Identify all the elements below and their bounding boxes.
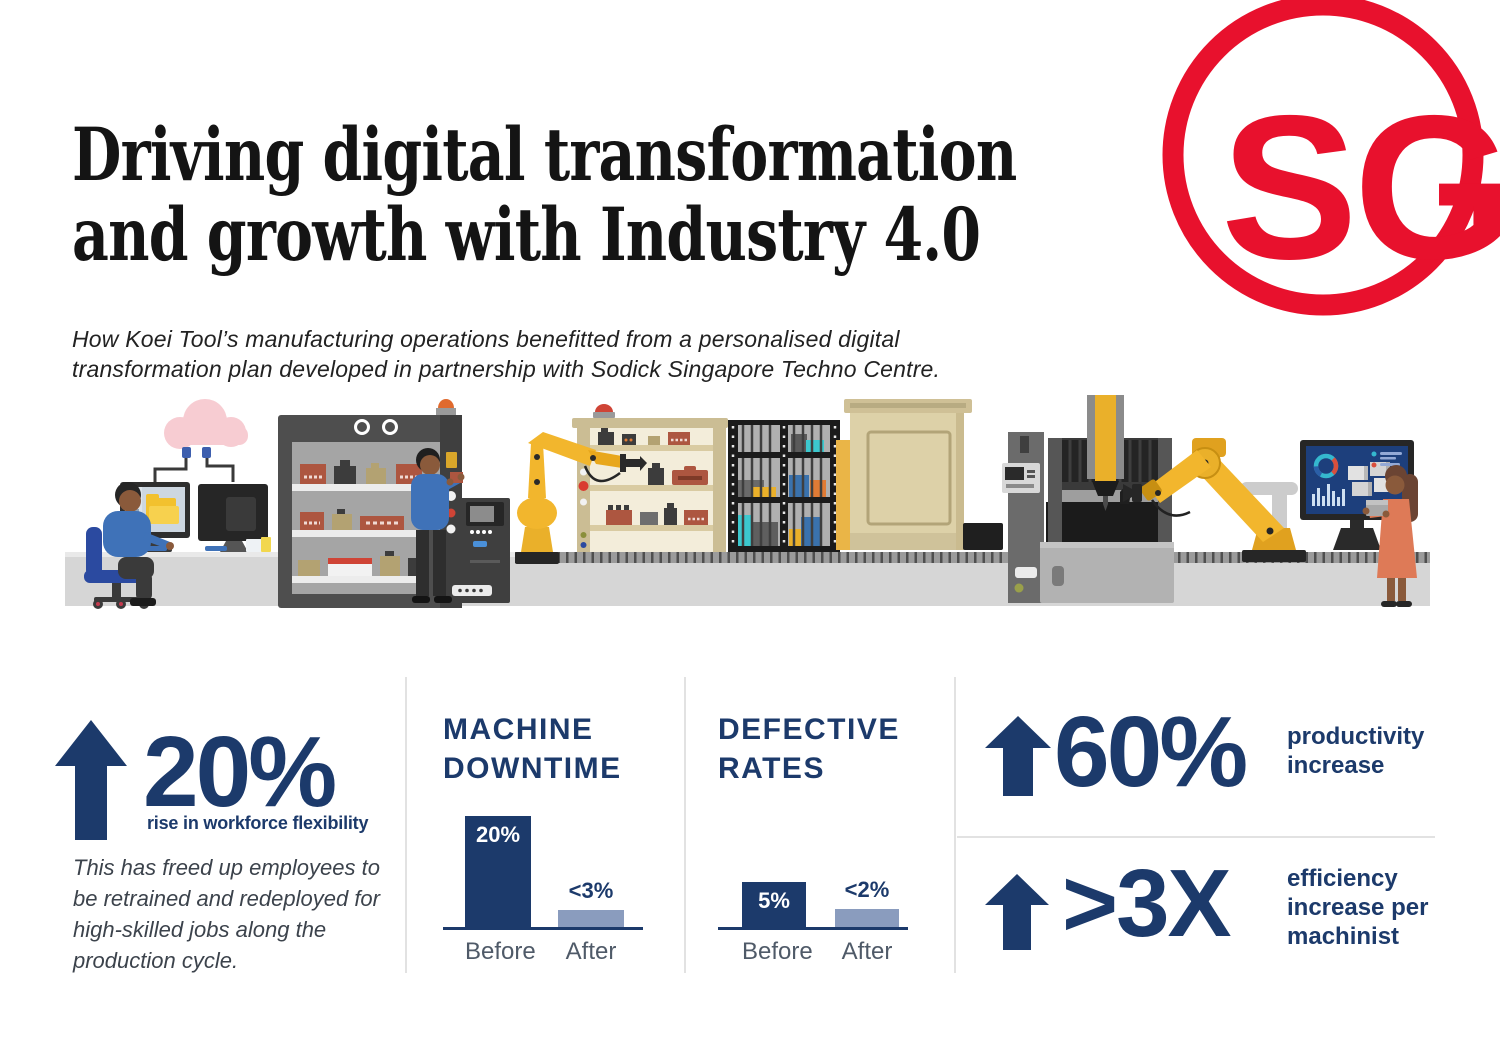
workforce-value: 20% bbox=[143, 716, 337, 828]
material-cage bbox=[728, 420, 840, 552]
bar-chart: 5% <2% bbox=[718, 815, 908, 930]
subtitle-line-1: How Koei Tool’s manufacturing operations… bbox=[72, 325, 900, 352]
subtitle-line-2: transformation plan developed in partner… bbox=[72, 355, 941, 382]
picker-worker bbox=[411, 448, 465, 603]
robot-arm-right bbox=[1123, 438, 1306, 562]
divider bbox=[405, 677, 407, 973]
efficiency-value: >3X bbox=[1062, 850, 1231, 957]
up-arrow-icon bbox=[985, 716, 1051, 796]
divider bbox=[954, 677, 956, 973]
bar-before: 5% bbox=[742, 882, 806, 927]
seated-operator bbox=[84, 482, 174, 609]
logo-ring-icon bbox=[1162, 0, 1484, 316]
bar-before: 20% bbox=[465, 816, 531, 927]
bar-chart: 20% <3% bbox=[443, 815, 643, 930]
header: Driving digital transformation and growt… bbox=[72, 66, 1283, 384]
chart-title: MACHINE DOWNTIME bbox=[443, 713, 622, 785]
sg-logo: SG bbox=[1162, 0, 1500, 316]
bar-value: <3% bbox=[568, 878, 614, 903]
category-labels: Before After bbox=[718, 938, 908, 966]
workpiece-bin bbox=[963, 523, 1003, 550]
category-before: Before bbox=[465, 938, 536, 965]
factory-illustration bbox=[65, 395, 1430, 609]
page-title: Driving digital transformation and growt… bbox=[72, 111, 1017, 278]
up-arrow-icon bbox=[985, 874, 1049, 950]
category-labels: Before After bbox=[443, 938, 643, 966]
up-arrow-icon bbox=[55, 720, 127, 840]
category-before: Before bbox=[742, 938, 813, 965]
category-after: After bbox=[841, 938, 893, 965]
productivity-label: productivity increase bbox=[1287, 723, 1425, 779]
divider bbox=[684, 677, 686, 973]
divider bbox=[957, 836, 1435, 838]
efficiency-label: efficiency increase per machinist bbox=[1287, 865, 1429, 950]
category-after: After bbox=[565, 938, 617, 965]
subtitle: How Koei Tool’s manufacturing operations… bbox=[72, 324, 1283, 384]
dashboard-operator bbox=[1362, 465, 1418, 607]
machine-downtime-chart: MACHINE DOWNTIME 20% <3% Before After bbox=[443, 710, 643, 966]
storage-cabinet bbox=[836, 399, 972, 550]
chart-title: DEFECTIVE RATES bbox=[718, 713, 900, 785]
cloud-icon bbox=[153, 399, 248, 482]
defective-rates-chart: DEFECTIVE RATES 5% <2% Before After bbox=[718, 710, 908, 966]
parts-shelf bbox=[572, 404, 728, 552]
bar-value: 20% bbox=[475, 822, 521, 847]
control-console bbox=[452, 498, 510, 603]
bar-value: 5% bbox=[758, 888, 790, 913]
title-line-2: and growth with Industry 4.0 bbox=[72, 191, 981, 278]
workforce-description: This has freed up employees to be retrai… bbox=[73, 855, 380, 973]
conveyor bbox=[65, 552, 1430, 606]
bar-value: <2% bbox=[844, 877, 890, 902]
productivity-value: 60% bbox=[1054, 696, 1248, 808]
workforce-label: rise in workforce flexibility bbox=[147, 813, 369, 833]
title-line-1: Driving digital transformation bbox=[72, 111, 1017, 198]
logo-text: SG bbox=[1221, 73, 1500, 302]
bar-after: <2% bbox=[835, 877, 899, 927]
robot-arm-left bbox=[515, 432, 647, 564]
bar-after: <3% bbox=[558, 878, 624, 927]
